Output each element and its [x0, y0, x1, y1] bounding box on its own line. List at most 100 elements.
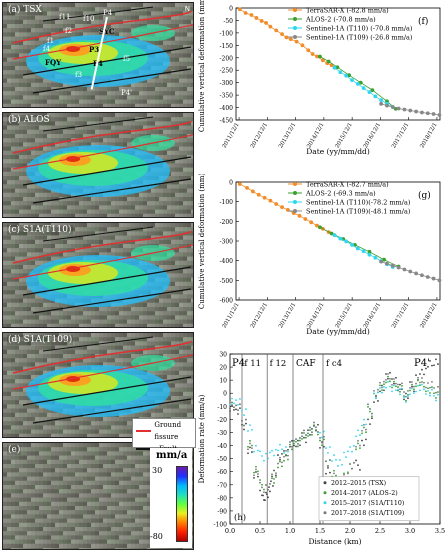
- data-point: [341, 463, 343, 466]
- data-point: [403, 398, 405, 401]
- chart-f: 0 -50 -100 -150 -200 -250 -300 -350 -400 -4502011…: [198, 0, 442, 156]
- data-point: [335, 474, 337, 477]
- data-point: [239, 407, 241, 410]
- data-point: [435, 391, 437, 394]
- data-point: [353, 461, 355, 464]
- data-point: [393, 378, 395, 380]
- data-point: [429, 386, 431, 389]
- data-point: [349, 446, 351, 448]
- data-point: [401, 382, 403, 385]
- data-point: [303, 436, 305, 439]
- data-point: [297, 439, 299, 442]
- data-point: [359, 468, 361, 471]
- data-point: [259, 19, 264, 23]
- data-point: [255, 471, 257, 473]
- data-point: [391, 386, 393, 389]
- data-point: [326, 59, 331, 64]
- data-point: [421, 368, 423, 371]
- data-point: [309, 220, 314, 225]
- data-point: [289, 441, 291, 443]
- data-point: [247, 452, 249, 455]
- map-a-label-f11: f11: [59, 13, 71, 21]
- data-point: [355, 82, 360, 86]
- y-tick-label: 0: [229, 180, 233, 187]
- y-tick-label: -350: [220, 93, 234, 100]
- legend-label: 2017–2018 (S1A/T109): [331, 510, 404, 517]
- data-point: [275, 472, 277, 475]
- data-point: [288, 37, 293, 42]
- data-point: [313, 421, 315, 424]
- data-point: [299, 437, 301, 439]
- data-point: [363, 423, 365, 426]
- data-point: [251, 451, 253, 453]
- data-point: [396, 106, 401, 111]
- data-point: [361, 86, 366, 91]
- data-point: [277, 462, 279, 465]
- data-point: [357, 439, 359, 442]
- data-point: [325, 460, 327, 463]
- data-point: [433, 364, 435, 367]
- map-panel-label: (e): [7, 445, 22, 455]
- data-point: [315, 54, 319, 59]
- y-tick-label: 0: [229, 6, 233, 13]
- data-point: [415, 382, 417, 385]
- data-point: [319, 431, 321, 434]
- data-point: [241, 419, 243, 422]
- data-point: [347, 450, 349, 453]
- data-point: [431, 386, 433, 388]
- map-panel-label: (a) TSX: [7, 5, 43, 15]
- data-point: [395, 389, 397, 392]
- data-point: [265, 491, 267, 494]
- data-point: [373, 94, 378, 99]
- x-tick-label: 2012/12/1: [250, 302, 269, 329]
- data-point: [425, 390, 427, 393]
- data-point: [383, 389, 385, 392]
- data-point: [433, 394, 435, 397]
- data-point: [433, 392, 435, 395]
- data-point: [319, 437, 321, 439]
- data-point: [307, 435, 309, 437]
- data-point: [371, 415, 373, 418]
- data-point: [383, 385, 385, 388]
- data-point: [253, 476, 255, 479]
- annotation-f12: f 12: [270, 359, 287, 369]
- data-point: [413, 390, 415, 393]
- data-point: [255, 468, 257, 471]
- data-point: [429, 394, 431, 397]
- data-point: [420, 273, 424, 278]
- y-axis-label: Cumulative vertical deformation (mm): [198, 0, 206, 132]
- map-panel-2: (c) S1A(T110): [2, 222, 194, 328]
- data-point: [327, 451, 329, 454]
- data-point: [243, 414, 245, 416]
- data-point: [389, 371, 391, 374]
- legend-label: 2012–2015 (TSX): [331, 480, 386, 487]
- legend-label: Sentinel-1A (T109) (-26.8 mm/a): [306, 34, 413, 42]
- data-point: [321, 436, 323, 439]
- data-point: [281, 465, 283, 468]
- data-point: [249, 439, 251, 442]
- data-point: [237, 413, 239, 415]
- y-tick-label: -600: [220, 298, 234, 305]
- data-point: [283, 451, 285, 454]
- y-tick-label: -100: [220, 30, 234, 37]
- data-point: [319, 439, 321, 442]
- data-point: [235, 408, 237, 411]
- data-point: [268, 486, 270, 489]
- data-point: [235, 399, 237, 402]
- data-point: [369, 423, 371, 425]
- y-tick-label: -100: [214, 522, 228, 529]
- data-point: [333, 454, 335, 456]
- data-point: [235, 404, 237, 407]
- data-point: [402, 107, 407, 112]
- data-point: [379, 381, 381, 384]
- data-point: [237, 403, 239, 406]
- data-point: [329, 446, 331, 448]
- data-point: [393, 380, 395, 383]
- map-a-label-fqy: FQY: [45, 58, 62, 67]
- data-point: [291, 448, 293, 451]
- data-point: [241, 423, 243, 426]
- y-tick-label: -60: [217, 469, 227, 476]
- data-point: [419, 389, 421, 392]
- data-point: [237, 7, 242, 12]
